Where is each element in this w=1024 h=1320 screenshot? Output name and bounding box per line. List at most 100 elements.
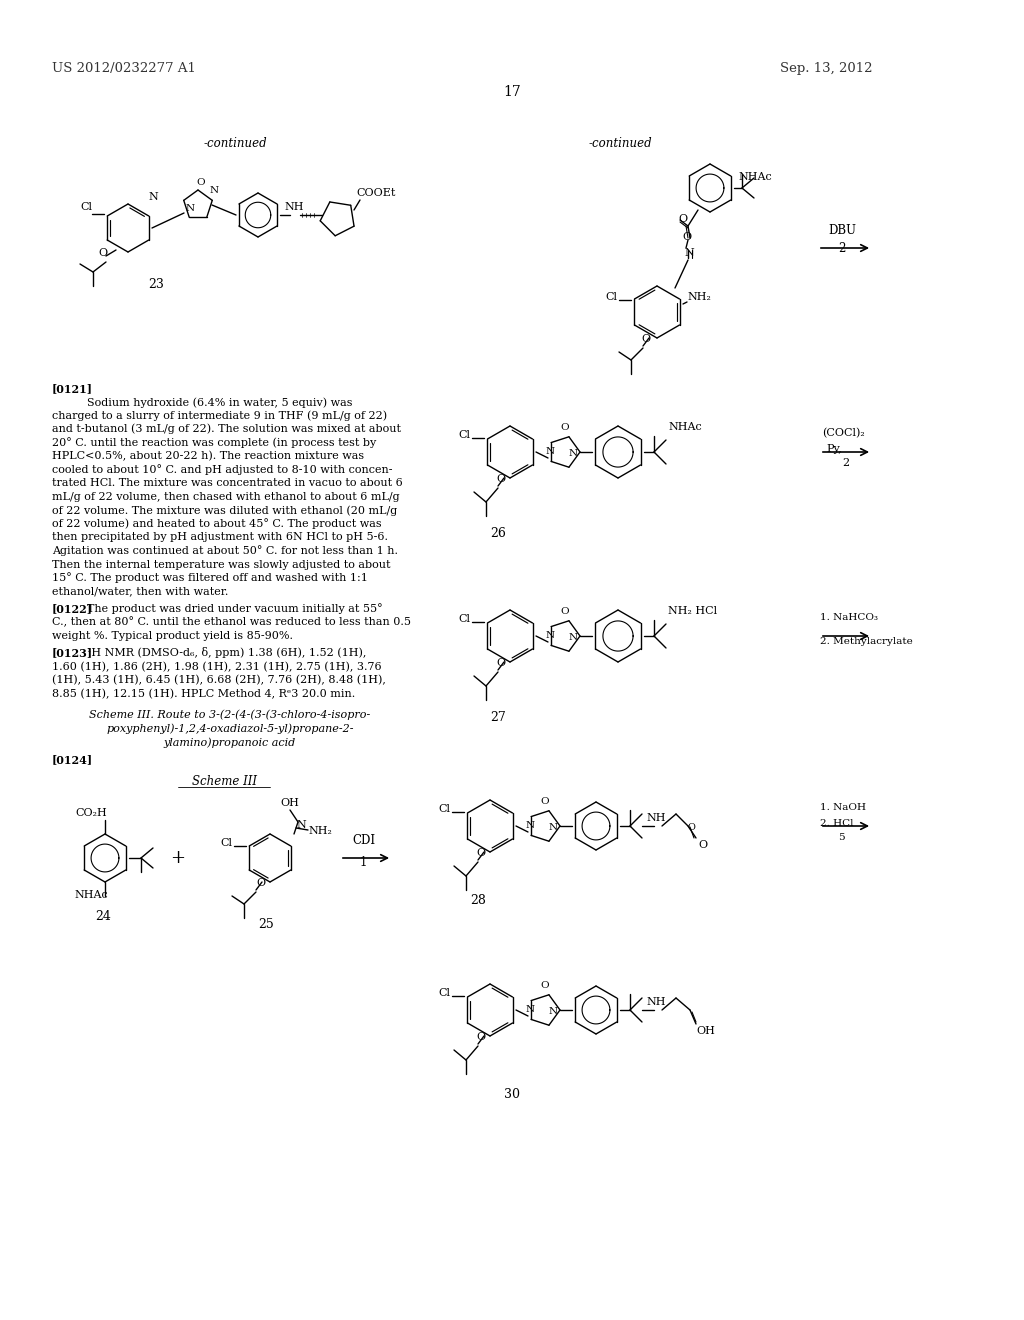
Text: N: N: [549, 1007, 558, 1016]
Text: The product was dried under vacuum initially at 55°: The product was dried under vacuum initi…: [87, 603, 383, 614]
Text: Cl: Cl: [80, 202, 92, 213]
Text: 1.60 (1H), 1.86 (2H), 1.98 (1H), 2.31 (1H), 2.75 (1H), 3.76: 1.60 (1H), 1.86 (2H), 1.98 (1H), 2.31 (1…: [52, 661, 382, 672]
Text: O: O: [678, 214, 687, 224]
Text: O: O: [560, 607, 568, 616]
Text: ethanol/water, then with water.: ethanol/water, then with water.: [52, 586, 228, 597]
Text: O: O: [256, 878, 265, 888]
Text: NH₂ HCl: NH₂ HCl: [668, 606, 717, 616]
Text: C., then at 80° C. until the ethanol was reduced to less than 0.5: C., then at 80° C. until the ethanol was…: [52, 616, 411, 627]
Text: 25: 25: [258, 917, 273, 931]
Text: N: N: [569, 634, 579, 642]
Text: NHAc: NHAc: [738, 172, 772, 182]
Text: 1. NaHCO₃: 1. NaHCO₃: [820, 612, 878, 622]
Text: O: O: [496, 657, 505, 668]
Text: Sodium hydroxide (6.4% in water, 5 equiv) was: Sodium hydroxide (6.4% in water, 5 equiv…: [87, 397, 352, 408]
Text: +: +: [171, 849, 185, 867]
Text: of 22 volume. The mixture was diluted with ethanol (20 mL/g: of 22 volume. The mixture was diluted wi…: [52, 506, 397, 516]
Text: O: O: [698, 840, 708, 850]
Text: N: N: [296, 820, 306, 830]
Text: 2: 2: [842, 458, 849, 469]
Text: O: O: [682, 232, 691, 242]
Text: COOEt: COOEt: [356, 187, 395, 198]
Text: trated HCl. The mixture was concentrated in vacuo to about 6: trated HCl. The mixture was concentrated…: [52, 479, 402, 488]
Text: Cl: Cl: [458, 614, 470, 624]
Text: ¹H NMR (DMSO-d₆, δ, ppm) 1.38 (6H), 1.52 (1H),: ¹H NMR (DMSO-d₆, δ, ppm) 1.38 (6H), 1.52…: [87, 648, 367, 659]
Text: N: N: [210, 186, 219, 195]
Text: O: O: [196, 178, 205, 187]
Text: of 22 volume) and heated to about 45° C. The product was: of 22 volume) and heated to about 45° C.…: [52, 519, 382, 529]
Text: N: N: [526, 1005, 536, 1014]
Text: 2. Methylacrylate: 2. Methylacrylate: [820, 638, 912, 645]
Text: Cl: Cl: [438, 804, 450, 814]
Text: NH₂: NH₂: [687, 292, 711, 302]
Text: then precipitated by pH adjustment with 6N HCl to pH 5-6.: then precipitated by pH adjustment with …: [52, 532, 388, 543]
Text: NH: NH: [284, 202, 303, 213]
Text: O: O: [98, 248, 108, 257]
Text: O: O: [560, 422, 568, 432]
Text: N: N: [546, 447, 555, 455]
Text: 2: 2: [838, 242, 846, 255]
Text: Scheme III. Route to 3-(2-(4-(3-(3-chloro-4-isopro-: Scheme III. Route to 3-(2-(4-(3-(3-chlor…: [89, 710, 371, 721]
Text: 2. HCl: 2. HCl: [820, 818, 853, 828]
Text: mL/g of 22 volume, then chased with ethanol to about 6 mL/g: mL/g of 22 volume, then chased with etha…: [52, 492, 399, 502]
Text: Cl: Cl: [605, 292, 617, 302]
Text: O: O: [540, 797, 549, 807]
Text: Cl: Cl: [438, 987, 450, 998]
Text: [0124]: [0124]: [52, 754, 93, 766]
Text: Py,: Py,: [826, 444, 842, 454]
Text: 23: 23: [148, 279, 164, 290]
Text: Agitation was continued at about 50° C. for not less than 1 h.: Agitation was continued at about 50° C. …: [52, 545, 398, 556]
Text: Cl: Cl: [220, 838, 232, 847]
Text: N: N: [569, 449, 579, 458]
Text: O: O: [476, 1032, 485, 1041]
Text: NH: NH: [646, 813, 666, 822]
Text: 28: 28: [470, 894, 485, 907]
Text: O: O: [476, 847, 485, 858]
Text: HPLC<0.5%, about 20-22 h). The reaction mixture was: HPLC<0.5%, about 20-22 h). The reaction …: [52, 451, 365, 462]
Text: 1: 1: [360, 855, 368, 869]
Text: NHAc: NHAc: [668, 422, 701, 432]
Text: cooled to about 10° C. and pH adjusted to 8-10 with concen-: cooled to about 10° C. and pH adjusted t…: [52, 465, 392, 475]
Text: N: N: [526, 821, 536, 830]
Text: Then the internal temperature was slowly adjusted to about: Then the internal temperature was slowly…: [52, 560, 390, 569]
Text: N: N: [684, 248, 693, 257]
Text: poxyphenyl)-1,2,4-oxadiazol-5-yl)propane-2-: poxyphenyl)-1,2,4-oxadiazol-5-yl)propane…: [106, 723, 353, 734]
Text: CO₂H: CO₂H: [75, 808, 106, 818]
Text: ylamino)propanoic acid: ylamino)propanoic acid: [164, 737, 296, 747]
Text: (1H), 5.43 (1H), 6.45 (1H), 6.68 (2H), 7.76 (2H), 8.48 (1H),: (1H), 5.43 (1H), 6.45 (1H), 6.68 (2H), 7…: [52, 675, 386, 685]
Text: N: N: [549, 822, 558, 832]
Text: DBU: DBU: [828, 224, 856, 238]
Text: NH: NH: [646, 997, 666, 1007]
Text: 30: 30: [504, 1088, 520, 1101]
Text: US 2012/0232277 A1: US 2012/0232277 A1: [52, 62, 196, 75]
Text: 15° C. The product was filtered off and washed with 1:1: 15° C. The product was filtered off and …: [52, 572, 368, 583]
Text: 26: 26: [490, 527, 506, 540]
Text: weight %. Typical product yield is 85-90%.: weight %. Typical product yield is 85-90…: [52, 631, 293, 642]
Text: Cl: Cl: [458, 430, 470, 440]
Text: 5: 5: [838, 833, 845, 842]
Text: [0123]: [0123]: [52, 648, 93, 659]
Text: [0121]: [0121]: [52, 383, 93, 393]
Text: charged to a slurry of intermediate 9 in THF (9 mL/g of 22): charged to a slurry of intermediate 9 in…: [52, 411, 387, 421]
Text: NH₂: NH₂: [308, 826, 332, 836]
Text: O: O: [540, 981, 549, 990]
Text: (COCl)₂: (COCl)₂: [822, 428, 864, 438]
Text: N: N: [148, 191, 158, 202]
Text: OH: OH: [280, 799, 299, 808]
Text: N: N: [186, 205, 196, 213]
Text: O: O: [688, 822, 696, 832]
Text: 27: 27: [490, 711, 506, 723]
Text: NHAc: NHAc: [74, 890, 108, 900]
Text: [0122]: [0122]: [52, 603, 93, 614]
Text: 1. NaOH: 1. NaOH: [820, 803, 866, 812]
Text: 17: 17: [503, 84, 521, 99]
Text: 20° C. until the reaction was complete (in process test by: 20° C. until the reaction was complete (…: [52, 437, 376, 447]
Text: CDI: CDI: [352, 834, 375, 847]
Text: 24: 24: [95, 909, 111, 923]
Text: -continued: -continued: [203, 137, 267, 150]
Text: 8.85 (1H), 12.15 (1H). HPLC Method 4, Rᵉ3 20.0 min.: 8.85 (1H), 12.15 (1H). HPLC Method 4, Rᵉ…: [52, 689, 355, 700]
Text: -continued: -continued: [588, 137, 652, 150]
Text: N: N: [546, 631, 555, 640]
Text: and t-butanol (3 mL/g of 22). The solution was mixed at about: and t-butanol (3 mL/g of 22). The soluti…: [52, 424, 401, 434]
Text: OH: OH: [696, 1026, 715, 1036]
